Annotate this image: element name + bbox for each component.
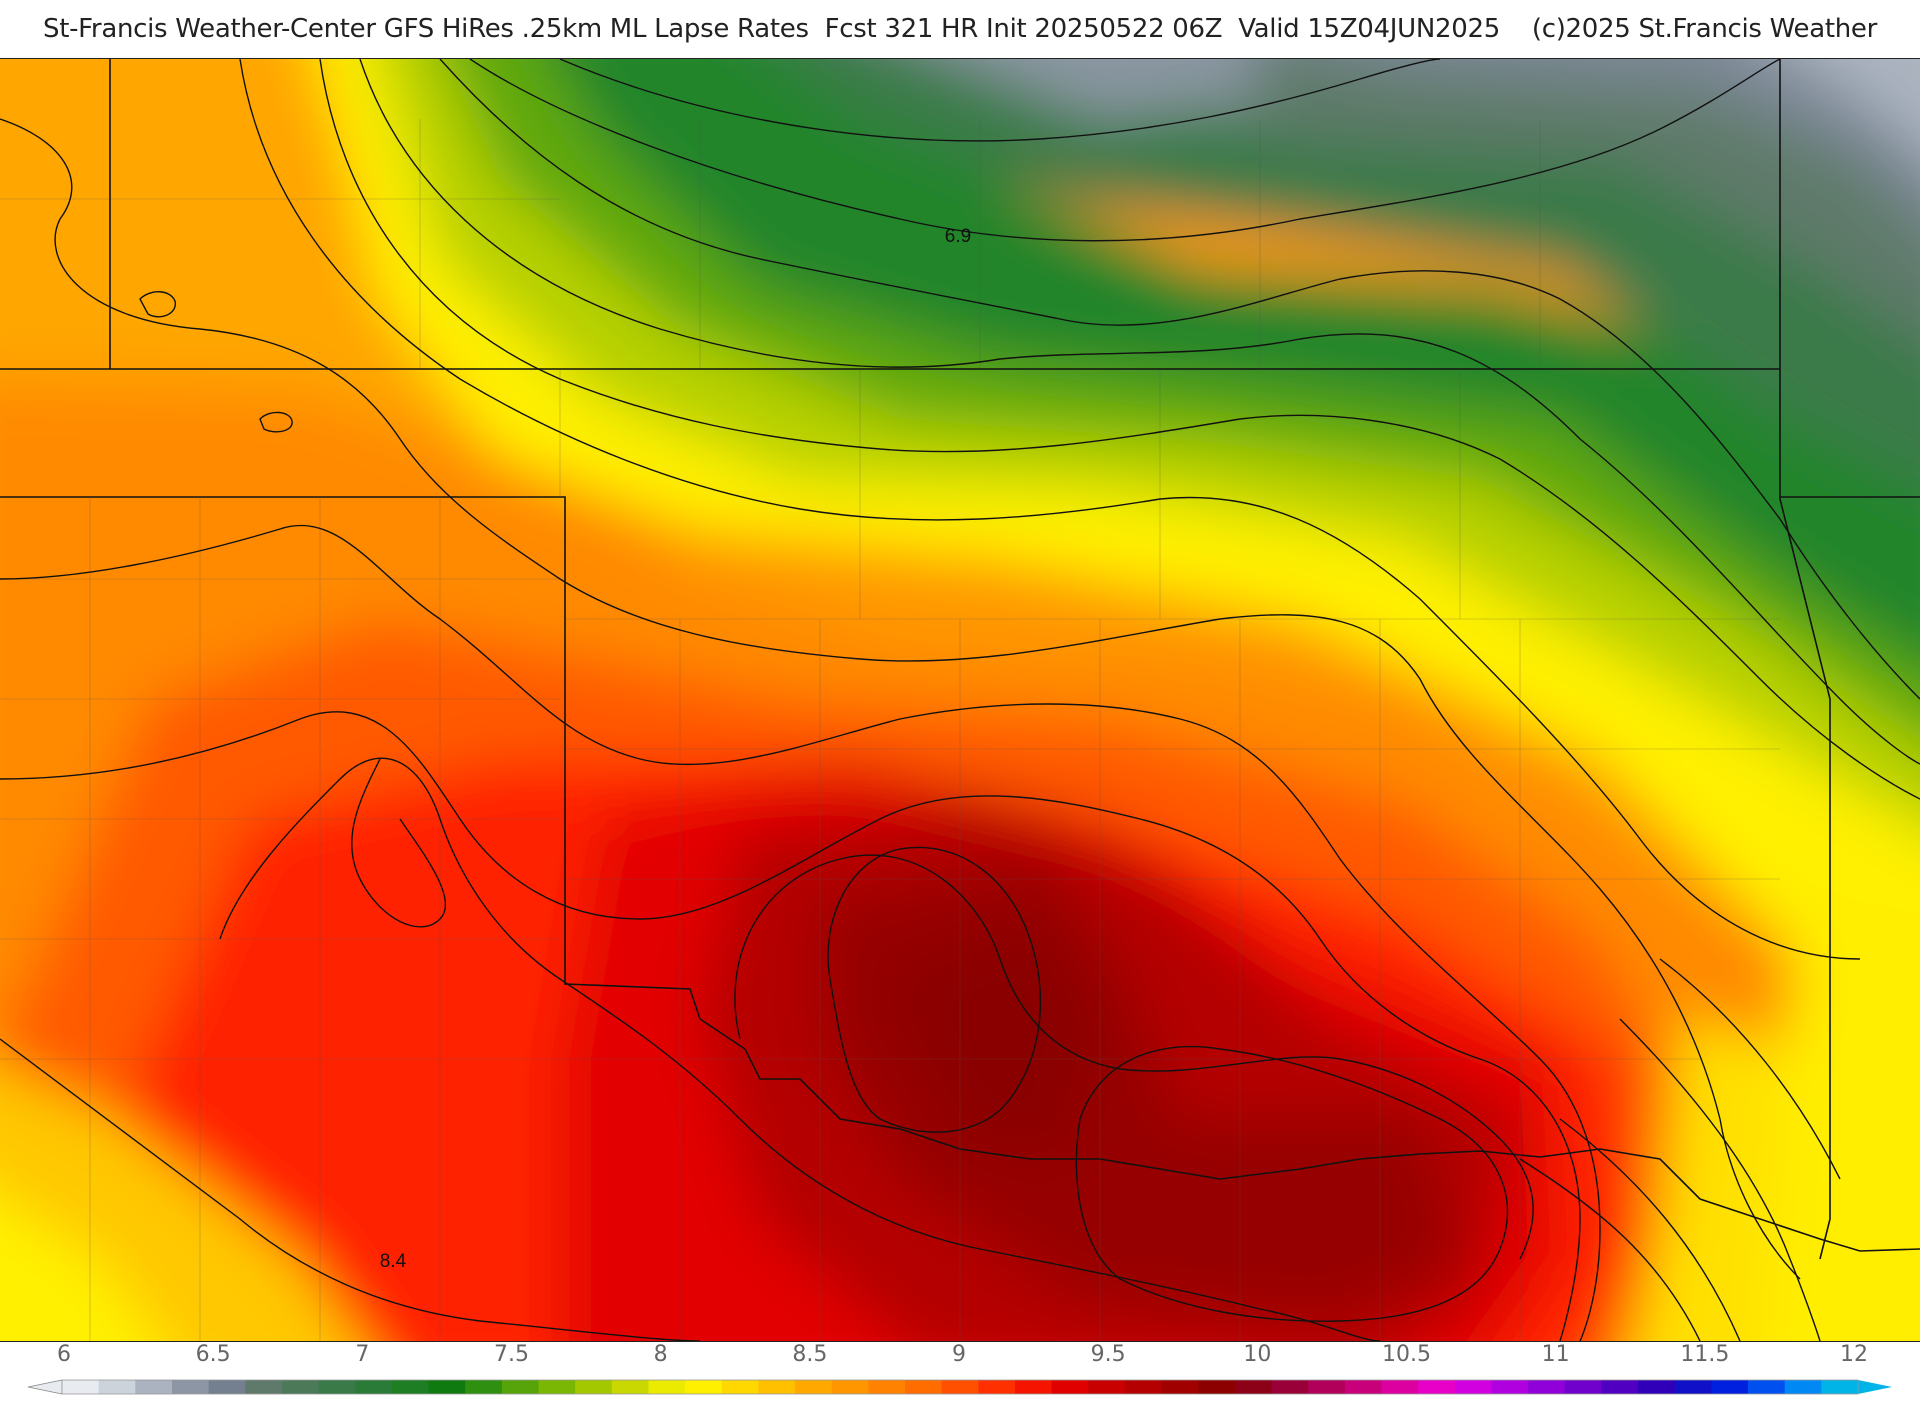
contour-label-upper: 6.9 (945, 226, 971, 247)
colorbar-swatch (868, 1380, 906, 1394)
colorbar-tick-label: 10.5 (1382, 1342, 1431, 1367)
colorbar-tick-label: 10 (1243, 1342, 1272, 1367)
colorbar-tick-label: 6 (57, 1342, 71, 1367)
colorbar-tick-label: 11 (1541, 1342, 1570, 1367)
colorbar-swatch (538, 1380, 576, 1394)
colorbar-swatch (941, 1380, 979, 1394)
colorbar (0, 1372, 1920, 1400)
colorbar-tick-label: 7.5 (494, 1342, 529, 1367)
colorbar-swatch (1381, 1380, 1419, 1394)
title-bar: St-Francis Weather-Center GFS HiRes .25k… (0, 0, 1920, 58)
colorbar-swatch (1198, 1380, 1236, 1394)
contour-label-lower: 8.4 (380, 1251, 407, 1272)
colorbar-swatch (1088, 1380, 1126, 1394)
colorbar-swatch (795, 1380, 833, 1394)
colorbar-swatch (611, 1380, 649, 1394)
colorbar-swatch (465, 1380, 503, 1394)
colorbar-tick-label: 6.5 (195, 1342, 231, 1367)
colorbar-swatch (1821, 1380, 1859, 1394)
colorbar-swatch (1748, 1380, 1786, 1394)
colorbar-swatch (501, 1380, 539, 1394)
colorbar-swatch (685, 1380, 723, 1394)
colorbar-swatch (831, 1380, 869, 1394)
colorbar-swatch (721, 1380, 759, 1394)
colorbar-swatch (1161, 1380, 1199, 1394)
colorbar-swatch (1051, 1380, 1089, 1394)
colorbar-swatch (758, 1380, 796, 1394)
colorbar-swatch (1418, 1380, 1456, 1394)
colorbar-swatch (1564, 1380, 1602, 1394)
map-canvas: 6.9 8.4 (0, 59, 1920, 1341)
colorbar-swatch (1271, 1380, 1309, 1394)
colorbar-tick-label: 7 (355, 1342, 370, 1367)
colorbar-swatch (1601, 1380, 1639, 1394)
colorbar-swatch (1344, 1380, 1383, 1394)
colorbar-swatch (281, 1380, 320, 1394)
colorbar-swatch (171, 1380, 210, 1394)
colorbar-tick-label: 8 (653, 1342, 668, 1367)
colorbar-tick-label: 9 (952, 1342, 966, 1367)
colorbar-swatch (135, 1380, 173, 1394)
colorbar-swatch (355, 1380, 393, 1394)
colorbar-swatch (1491, 1380, 1529, 1394)
colorbar-swatch (1528, 1380, 1566, 1394)
county-lines (0, 119, 1780, 1341)
contour-lines (0, 59, 1920, 1341)
map-title: St-Francis Weather-Center GFS HiRes .25k… (42, 14, 1878, 44)
colorbar-swatch (1674, 1380, 1712, 1394)
colorbar-swatch (428, 1380, 466, 1394)
colorbar-swatch (905, 1380, 943, 1394)
colorbar-swatch (648, 1380, 686, 1394)
colorbar-swatch (208, 1380, 246, 1394)
colorbar-outline (61, 1379, 1859, 1395)
colorbar-swatch (978, 1380, 1016, 1394)
colorbar-swatch (1124, 1380, 1163, 1394)
colorbar-max-arrow (1858, 1380, 1892, 1394)
colorbar-tick-label: 11.5 (1680, 1342, 1730, 1367)
colorbar-swatch (1308, 1380, 1346, 1394)
colorbar-tick-label: 9.5 (1090, 1342, 1126, 1367)
colorbar-swatch (391, 1380, 430, 1394)
colorbar-swatch (1784, 1380, 1822, 1394)
colorbar-swatch (1711, 1380, 1749, 1394)
colorbar-swatch (245, 1380, 283, 1394)
colorbar-tick-labels: 6 6.5 7 7.5 8 8.5 9 9.5 10 10.5 11 11.5 12 (0, 1342, 1920, 1372)
colorbar-swatch (1638, 1380, 1676, 1394)
colorbar-tick-label: 8.5 (792, 1342, 828, 1367)
colorbar-swatch (318, 1380, 356, 1394)
colorbar-swatch (98, 1380, 136, 1394)
lapse-rate-field (0, 59, 1920, 1341)
colorbar-swatch (575, 1380, 613, 1394)
state-borders (0, 59, 1920, 1260)
colorbar-swatch (1014, 1380, 1053, 1394)
colorbar-swatch (1454, 1380, 1492, 1394)
colorbar-svg (27, 1379, 1892, 1395)
colorbar-tick-label: 12 (1840, 1342, 1868, 1367)
lapse-rate-map: 6.9 8.4 (0, 58, 1920, 1342)
colorbar-swatch (1234, 1380, 1273, 1394)
colorbar-swatch (62, 1380, 100, 1394)
colorbar-min-arrow (27, 1379, 63, 1395)
